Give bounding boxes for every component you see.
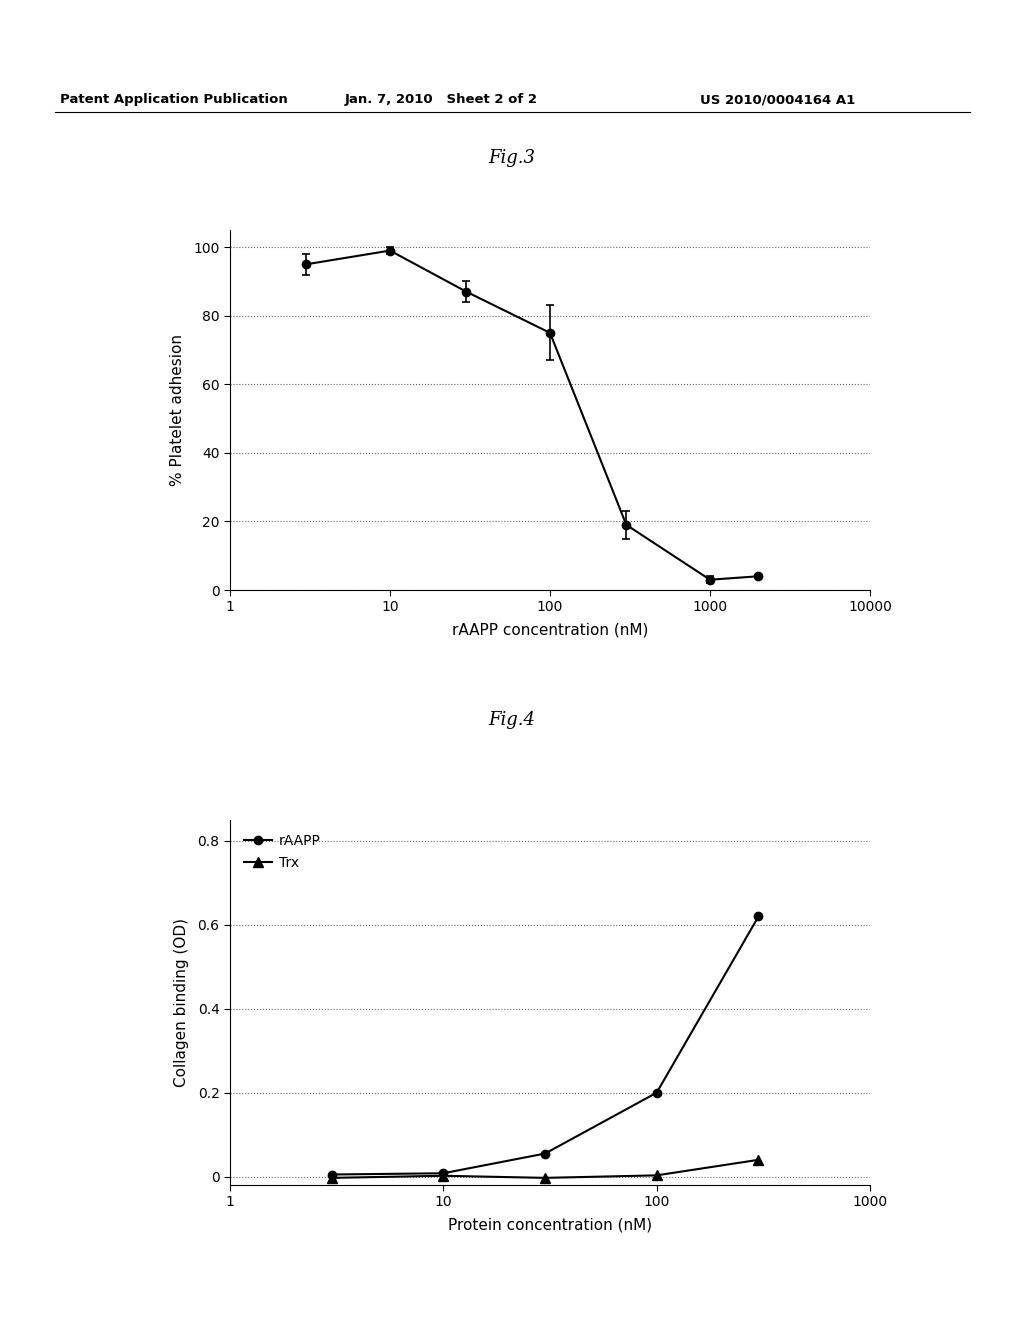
Text: US 2010/0004164 A1: US 2010/0004164 A1: [700, 94, 855, 107]
rAAPP: [650, 1085, 663, 1101]
Trx: [326, 1170, 338, 1185]
rAAPP: [753, 908, 765, 924]
Text: Patent Application Publication: Patent Application Publication: [60, 94, 288, 107]
Y-axis label: % Platelet adhesion: % Platelet adhesion: [170, 334, 185, 486]
Trx: [539, 1170, 551, 1185]
Text: Jan. 7, 2010   Sheet 2 of 2: Jan. 7, 2010 Sheet 2 of 2: [345, 94, 538, 107]
X-axis label: Protein concentration (nM): Protein concentration (nM): [447, 1218, 652, 1233]
Trx: [650, 1167, 663, 1183]
Line: rAAPP: rAAPP: [328, 912, 763, 1179]
rAAPP: [437, 1166, 450, 1181]
Line: Trx: Trx: [327, 1155, 763, 1183]
Trx: [437, 1168, 450, 1184]
X-axis label: rAAPP concentration (nM): rAAPP concentration (nM): [452, 623, 648, 638]
Text: Fig.3: Fig.3: [488, 149, 536, 168]
rAAPP: [326, 1167, 338, 1183]
Trx: [753, 1152, 765, 1168]
rAAPP: [539, 1146, 551, 1162]
Text: Fig.4: Fig.4: [488, 711, 536, 729]
Y-axis label: Collagen binding (OD): Collagen binding (OD): [174, 917, 189, 1086]
Legend: rAAPP, Trx: rAAPP, Trx: [237, 826, 328, 878]
